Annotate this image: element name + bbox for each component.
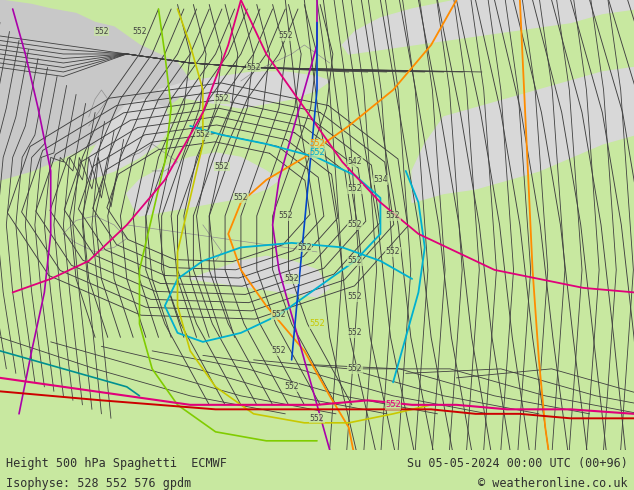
- Text: 552: 552: [272, 310, 286, 319]
- Text: 552: 552: [348, 220, 362, 229]
- Text: 534: 534: [373, 175, 388, 184]
- Text: 552: 552: [285, 382, 299, 392]
- Polygon shape: [190, 256, 330, 297]
- Text: 552: 552: [348, 293, 362, 301]
- Text: 552: 552: [234, 194, 248, 202]
- Text: 552: 552: [272, 346, 286, 355]
- Polygon shape: [127, 153, 279, 216]
- Text: © weatheronline.co.uk: © weatheronline.co.uk: [478, 477, 628, 490]
- Text: 552: 552: [215, 162, 229, 171]
- Text: 552: 552: [348, 365, 362, 373]
- Polygon shape: [158, 72, 330, 108]
- Text: 552: 552: [285, 274, 299, 283]
- Text: Isophyse: 528 552 576 gpdm: Isophyse: 528 552 576 gpdm: [6, 477, 191, 490]
- Text: 552: 552: [133, 27, 146, 36]
- Polygon shape: [89, 99, 171, 180]
- Text: 552: 552: [278, 211, 292, 220]
- Text: 552: 552: [348, 328, 362, 338]
- Text: Su 05-05-2024 00:00 UTC (00+96): Su 05-05-2024 00:00 UTC (00+96): [407, 457, 628, 470]
- Text: 552: 552: [348, 256, 362, 266]
- Text: 542: 542: [348, 157, 362, 167]
- Text: 552: 552: [385, 400, 401, 409]
- Text: 552: 552: [309, 319, 325, 328]
- Text: 552: 552: [386, 211, 400, 220]
- Text: 552: 552: [94, 27, 108, 36]
- Text: 552: 552: [348, 184, 362, 194]
- Text: 552: 552: [386, 247, 400, 256]
- Text: 552: 552: [309, 140, 325, 148]
- Text: 552: 552: [309, 148, 325, 157]
- Text: 552: 552: [247, 63, 261, 72]
- Polygon shape: [412, 68, 634, 202]
- Text: 552: 552: [196, 130, 210, 140]
- Text: 552: 552: [297, 243, 311, 252]
- Text: 552: 552: [310, 414, 324, 423]
- Text: Height 500 hPa Spaghetti  ECMWF: Height 500 hPa Spaghetti ECMWF: [6, 457, 227, 470]
- Polygon shape: [0, 0, 190, 180]
- Polygon shape: [342, 0, 634, 54]
- Text: 552: 552: [278, 31, 292, 41]
- Text: 552: 552: [215, 95, 229, 103]
